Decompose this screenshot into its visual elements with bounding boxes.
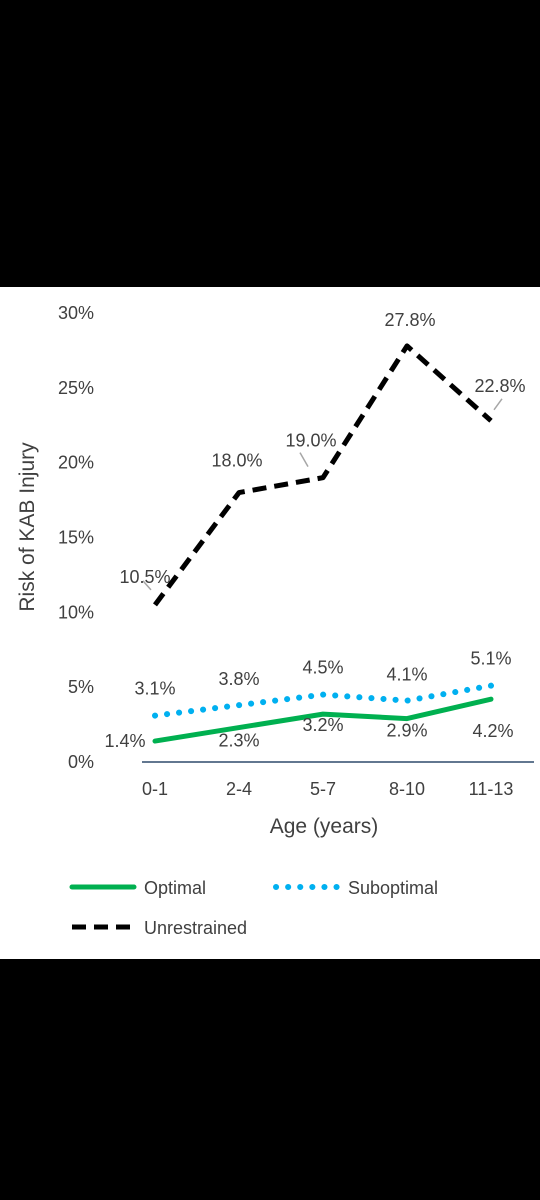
y-tick-label: 25% — [58, 378, 94, 398]
data-label-suboptimal: 3.1% — [134, 679, 175, 699]
legend-label-suboptimal: Suboptimal — [348, 878, 438, 898]
y-tick-labels: 0% 5% 10% 15% 20% 25% 30% — [58, 303, 94, 772]
data-label-unrestrained: 27.8% — [384, 310, 435, 330]
data-label-unrestrained: 22.8% — [474, 376, 525, 396]
data-label-unrestrained: 18.0% — [211, 451, 262, 471]
data-label-optimal: 1.4% — [104, 731, 145, 751]
data-label-unrestrained: 10.5% — [119, 567, 170, 587]
x-tick-label: 11-13 — [469, 779, 514, 799]
x-tick-label: 5-7 — [310, 779, 336, 799]
data-label-unrestrained: 19.0% — [285, 431, 336, 451]
y-tick-label: 30% — [58, 303, 94, 323]
data-label-suboptimal: 3.8% — [218, 669, 259, 689]
y-tick-label: 10% — [58, 602, 94, 622]
x-tick-label: 8-10 — [389, 779, 425, 799]
series-lines — [152, 343, 494, 744]
x-axis-title: Age (years) — [270, 815, 379, 838]
label-leader-line — [142, 580, 152, 591]
data-label-suboptimal: 4.5% — [302, 658, 343, 678]
legend: Optimal Suboptimal Unrestrained — [69, 878, 438, 938]
label-leader-line — [493, 398, 503, 411]
data-label-suboptimal: 4.1% — [386, 665, 427, 685]
x-tick-label: 2-4 — [226, 779, 252, 799]
data-labels: 1.4% 2.3% 3.2% 2.9% 4.2% 3.1% 3.8% 4.5% 4.1% 5.1%… — [104, 310, 525, 751]
y-tick-label: 0% — [68, 752, 94, 772]
data-label-optimal: 3.2% — [302, 715, 343, 735]
data-label-suboptimal: 5.1% — [470, 649, 511, 669]
label-leader-lines — [142, 398, 503, 591]
data-label-optimal: 4.2% — [472, 721, 513, 741]
series-line-optimal — [152, 696, 494, 744]
y-axis-title: Risk of KAB Injury — [16, 442, 39, 612]
x-tick-label: 0-1 — [142, 779, 168, 799]
x-tick-labels: 0-1 2-4 5-7 8-10 11-13 — [142, 779, 513, 799]
y-tick-label: 5% — [68, 677, 94, 697]
data-label-optimal: 2.3% — [218, 731, 259, 751]
series-line-unrestrained — [152, 343, 493, 607]
series-line-suboptimal — [152, 682, 494, 719]
legend-label-optimal: Optimal — [144, 878, 206, 898]
data-label-optimal: 2.9% — [386, 721, 427, 741]
label-leader-line — [299, 452, 309, 468]
line-chart: Risk of KAB Injury Age (years) 0% 5% 10% 15… — [16, 303, 534, 938]
y-tick-label: 15% — [58, 528, 94, 548]
legend-label-unrestrained: Unrestrained — [144, 918, 247, 938]
chart-panel: Risk of KAB Injury Age (years) 0% 5% 10% 15… — [0, 287, 540, 959]
y-tick-label: 20% — [58, 453, 94, 473]
